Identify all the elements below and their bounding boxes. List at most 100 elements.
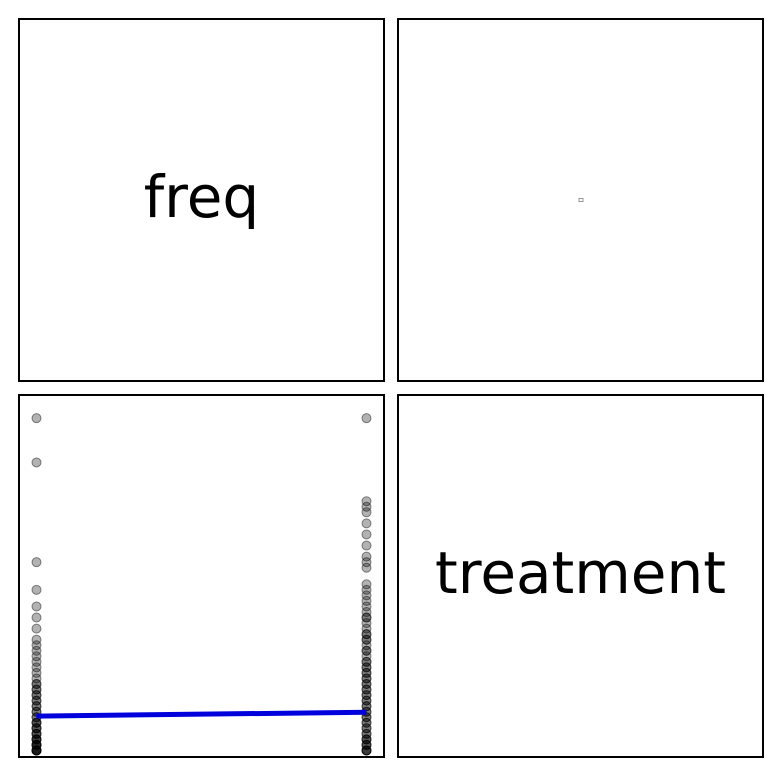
scatter-point <box>31 717 42 728</box>
scatter-point <box>31 557 42 568</box>
scatter-point <box>361 723 372 734</box>
scatter-point <box>361 684 372 695</box>
scatter-point <box>31 745 42 756</box>
scatter-point <box>361 656 372 667</box>
scatter-point <box>31 728 42 739</box>
scatter-point <box>361 579 372 590</box>
scatter-point <box>361 629 372 640</box>
scatter-point <box>361 601 372 612</box>
scatter-point <box>31 640 42 651</box>
diagonal-panel-freq: freq <box>18 18 385 382</box>
scatter-point <box>361 723 372 734</box>
scatter-point <box>361 612 372 623</box>
scatter-point <box>361 595 372 606</box>
scatter-point <box>31 695 42 706</box>
scatter-point <box>361 695 372 706</box>
scatter-point <box>361 501 372 512</box>
scatter-point <box>31 723 42 734</box>
scatter-point <box>361 507 372 518</box>
scatter-point <box>31 413 42 424</box>
scatter-point <box>31 739 42 750</box>
scatter-point <box>31 662 42 673</box>
scatter-point <box>31 651 42 662</box>
scatter-point <box>31 679 42 689</box>
regression-fit-line <box>36 709 367 719</box>
scatter-point <box>361 413 372 424</box>
scatter-point <box>31 690 42 701</box>
scatter-point <box>31 723 42 734</box>
scatter-point <box>361 679 372 689</box>
scatter-point <box>361 739 372 750</box>
scatter-point <box>361 690 372 701</box>
scatter-point <box>361 745 372 756</box>
scatter-point <box>31 734 42 745</box>
scatter-point <box>361 739 372 750</box>
scatter-point <box>361 562 372 573</box>
scatter-point <box>361 612 372 623</box>
scatter-point <box>31 656 42 667</box>
scatter-point <box>361 701 372 712</box>
scatter-point <box>31 701 42 712</box>
scatter-point <box>31 739 42 750</box>
scatter-point <box>31 684 42 695</box>
scatter-point <box>31 667 42 678</box>
scatter-point <box>361 673 372 684</box>
scatter-point <box>361 667 372 678</box>
scatter-point <box>361 656 372 667</box>
scatter-point <box>31 723 42 734</box>
scatter-point <box>361 557 372 568</box>
scatter-point <box>361 734 372 745</box>
scatter-point <box>31 734 42 745</box>
scatter-point <box>31 717 42 728</box>
scatter-point <box>361 734 372 745</box>
scatter-point <box>361 629 372 640</box>
scatter-point <box>361 667 372 678</box>
scatter-point <box>361 540 372 551</box>
scatter-point <box>361 518 372 529</box>
scatter-point <box>361 717 372 728</box>
scatter-point <box>361 496 372 507</box>
scatter-point <box>361 745 372 756</box>
scatter-point <box>361 529 372 540</box>
scatter-point <box>31 634 42 645</box>
scatter-point <box>361 623 372 634</box>
scatter-point <box>361 645 372 656</box>
scatter-point <box>361 662 372 673</box>
scatter-point <box>361 645 372 656</box>
scatter-point <box>31 734 42 745</box>
scatter-point <box>361 634 372 645</box>
scatter-point <box>31 701 42 712</box>
scatter-point <box>31 745 42 756</box>
scatter-point <box>31 734 42 745</box>
scatter-point <box>31 745 42 756</box>
scatter-plot <box>31 413 372 756</box>
scatter-point <box>361 695 372 706</box>
scatter-point <box>361 701 372 712</box>
scatter-point <box>31 745 42 756</box>
scatter-point <box>361 634 372 645</box>
correlation-placeholder-mark <box>578 198 583 202</box>
scatter-point <box>31 612 42 623</box>
scatter-point <box>31 728 42 739</box>
scatter-point <box>31 684 42 695</box>
scatter-point <box>31 695 42 706</box>
scatter-point <box>361 739 372 750</box>
scatter-point <box>31 728 42 739</box>
scatter-point <box>361 551 372 562</box>
scatter-point <box>31 745 42 756</box>
scatter-point <box>361 590 372 601</box>
scatter-point <box>361 717 372 728</box>
scatter-point <box>31 739 42 750</box>
scatter-point <box>361 728 372 739</box>
scatter-point <box>31 739 42 750</box>
scatter-point <box>361 684 372 695</box>
scatter-point <box>31 717 42 728</box>
scatter-point <box>361 651 372 662</box>
scatter-point <box>361 745 372 756</box>
scatter-point <box>31 623 42 634</box>
scatter-point <box>31 601 42 612</box>
variable-label-freq: freq <box>143 163 260 232</box>
scatter-point <box>31 745 42 756</box>
variable-label-treatment: treatment <box>435 539 726 608</box>
scatter-point <box>361 662 372 673</box>
